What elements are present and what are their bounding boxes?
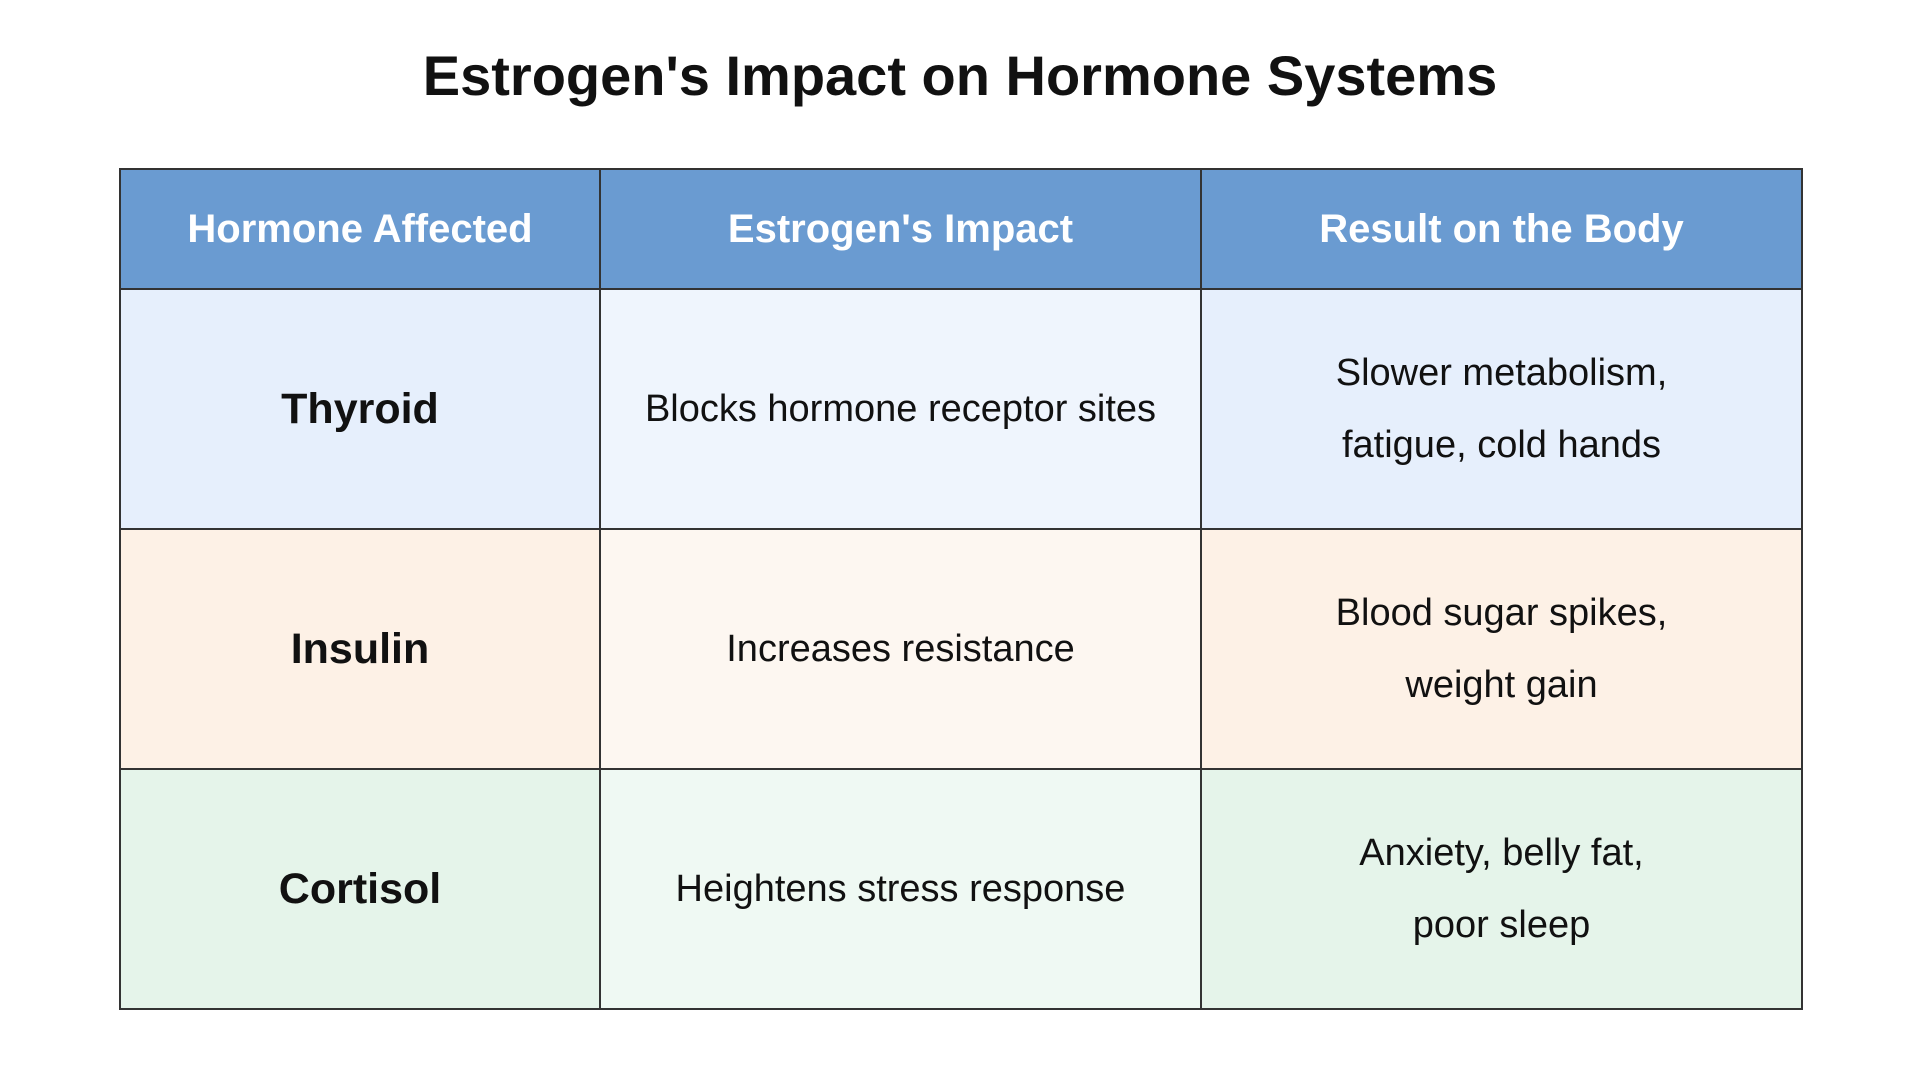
column-header: Hormone Affected — [119, 168, 601, 290]
column-header: Estrogen's Impact — [599, 168, 1202, 290]
cell-text: Thyroid — [281, 384, 439, 433]
hormone-table: Hormone Affected Estrogen's Impact Resul… — [119, 168, 1803, 1010]
table-row: Cortisol Heightens stress response Anxiety… — [119, 768, 1803, 1010]
cell-text: Blood sugar spikes, weight gain — [1335, 592, 1668, 706]
table-cell: Blocks hormone receptor sites — [599, 288, 1202, 530]
page-title: Estrogen's Impact on Hormone Systems — [422, 44, 1498, 107]
table-cell: Slower metabolism, fatigue, cold hands — [1200, 288, 1803, 530]
table-cell: Thyroid — [119, 288, 601, 530]
cell-text: Slower metabolism, fatigue, cold hands — [1335, 352, 1668, 466]
table-row: Thyroid Blocks hormone receptor sites Slow… — [119, 288, 1803, 530]
table-row: Insulin Increases resistance Blood sugar s… — [119, 528, 1803, 770]
cell-text: Increases resistance — [726, 627, 1075, 670]
table-cell: Increases resistance — [599, 528, 1202, 770]
table-cell: Anxiety, belly fat, poor sleep — [1200, 768, 1803, 1010]
table-cell: Blood sugar spikes, weight gain — [1200, 528, 1803, 770]
cell-text: Blocks hormone receptor sites — [644, 387, 1157, 430]
header-row: Hormone Affected Estrogen's Impact Resul… — [119, 168, 1803, 290]
table-cell: Insulin — [119, 528, 601, 770]
cell-text: Insulin — [290, 624, 430, 673]
table-cell: Cortisol — [119, 768, 601, 1010]
table-header: Hormone Affected Estrogen's Impact Resul… — [119, 168, 1803, 290]
cell-text: Anxiety, belly fat, poor sleep — [1359, 832, 1644, 946]
table-body: Thyroid Blocks hormone receptor sites Slow… — [119, 288, 1803, 1010]
column-header: Result on the Body — [1200, 168, 1803, 290]
cell-text: Heightens stress response — [675, 867, 1126, 910]
table-cell: Heightens stress response — [599, 768, 1202, 1010]
cell-text: Cortisol — [278, 864, 442, 913]
